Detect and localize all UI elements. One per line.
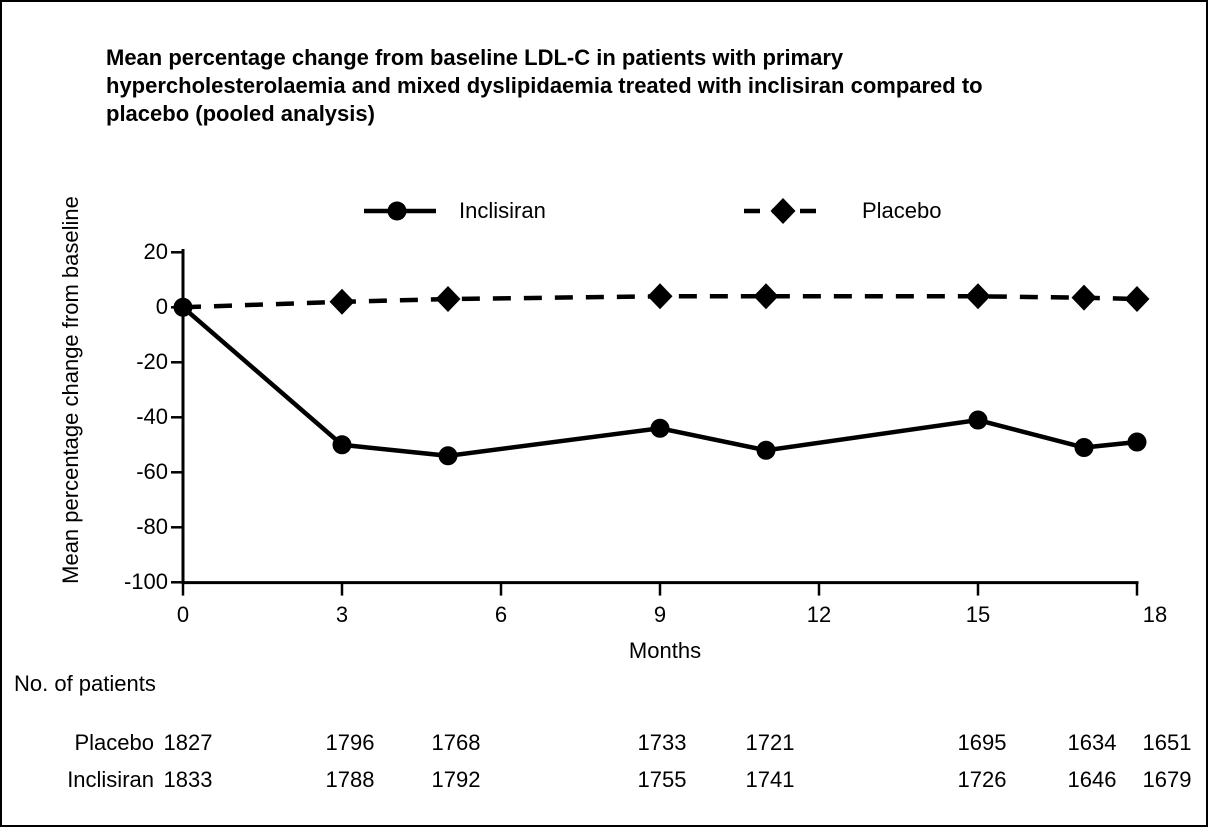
patients-count-cell: 1721 <box>745 730 795 755</box>
patients-count-cell: 1833 <box>163 767 213 792</box>
legend-label-inclisiran: Inclisiran <box>459 198 546 223</box>
inclisiran-data-point <box>173 297 193 317</box>
y-tick-label: -20 <box>136 349 168 375</box>
patients-count-cell: 1679 <box>1142 767 1192 792</box>
patients-count-cell: 1792 <box>431 767 481 792</box>
placebo-data-point <box>647 283 673 310</box>
patients-count-cell: 1651 <box>1142 730 1192 755</box>
x-tick-label: 3 <box>335 602 349 627</box>
x-tick-label: 18 <box>1142 602 1168 627</box>
inclisiran-legend-line-icon <box>364 201 436 221</box>
x-tick-label: 12 <box>806 602 832 627</box>
inclisiran-data-point <box>756 440 776 460</box>
placebo-legend-line-icon <box>744 198 826 224</box>
patients-count-cell: 1788 <box>325 767 375 792</box>
patients-count-cell: 1646 <box>1067 767 1117 792</box>
chart-title-line-1: Mean percentage change from baseline LDL… <box>106 45 844 70</box>
placebo-data-point <box>965 283 991 310</box>
patients-row-label-placebo: Placebo <box>74 730 154 755</box>
patients-count-cell: 1741 <box>745 767 795 792</box>
y-tick-label: -80 <box>136 514 168 540</box>
patients-count-cell: 1634 <box>1067 730 1117 755</box>
y-tick-label: 0 <box>155 294 168 320</box>
y-tick-label: -100 <box>123 569 168 595</box>
y-tick-label: -40 <box>136 404 168 430</box>
patients-count-cell: 1726 <box>957 767 1007 792</box>
patients-count-cell: 1796 <box>325 730 375 755</box>
x-tick-label: 0 <box>176 602 190 627</box>
inclisiran-data-point <box>650 418 670 438</box>
chart-title: Mean percentage change from baseline LDL… <box>106 44 983 128</box>
y-axis-title: Mean percentage change from baseline <box>58 196 83 584</box>
placebo-data-point <box>753 283 779 310</box>
inclisiran-data-point <box>1074 438 1094 458</box>
patients-count-cell: 1768 <box>431 730 481 755</box>
patients-count-cell: 1755 <box>637 767 687 792</box>
y-tick-label: 20 <box>143 239 168 265</box>
inclisiran-data-point <box>438 446 458 466</box>
patients-count-cell: 1733 <box>637 730 687 755</box>
chart-title-line-3: placebo (pooled analysis) <box>106 101 375 126</box>
x-axis-title: Months <box>628 638 702 663</box>
placebo-data-point <box>1124 286 1150 313</box>
x-tick-label: 6 <box>494 602 508 627</box>
chart-title-line-2: hypercholesterolaemia and mixed dyslipid… <box>106 73 983 98</box>
inclisiran-series-line <box>181 305 1138 459</box>
inclisiran-data-point <box>332 435 352 455</box>
placebo-data-point <box>329 288 355 315</box>
patients-row-label-inclisiran: Inclisiran <box>67 767 154 792</box>
placebo-series-line <box>182 294 1138 310</box>
x-tick-label: 9 <box>653 602 667 627</box>
placebo-data-point <box>1071 284 1097 311</box>
inclisiran-data-point <box>968 410 988 430</box>
patients-count-cell: 1827 <box>163 730 213 755</box>
patients-table-heading: No. of patients <box>14 671 156 696</box>
patients-count-cell: 1695 <box>957 730 1007 755</box>
inclisiran-data-point <box>1127 432 1147 452</box>
y-tick-label: -60 <box>136 459 168 485</box>
x-tick-label: 15 <box>965 602 991 627</box>
legend-label-placebo: Placebo <box>862 198 942 223</box>
placebo-data-point <box>435 286 461 313</box>
